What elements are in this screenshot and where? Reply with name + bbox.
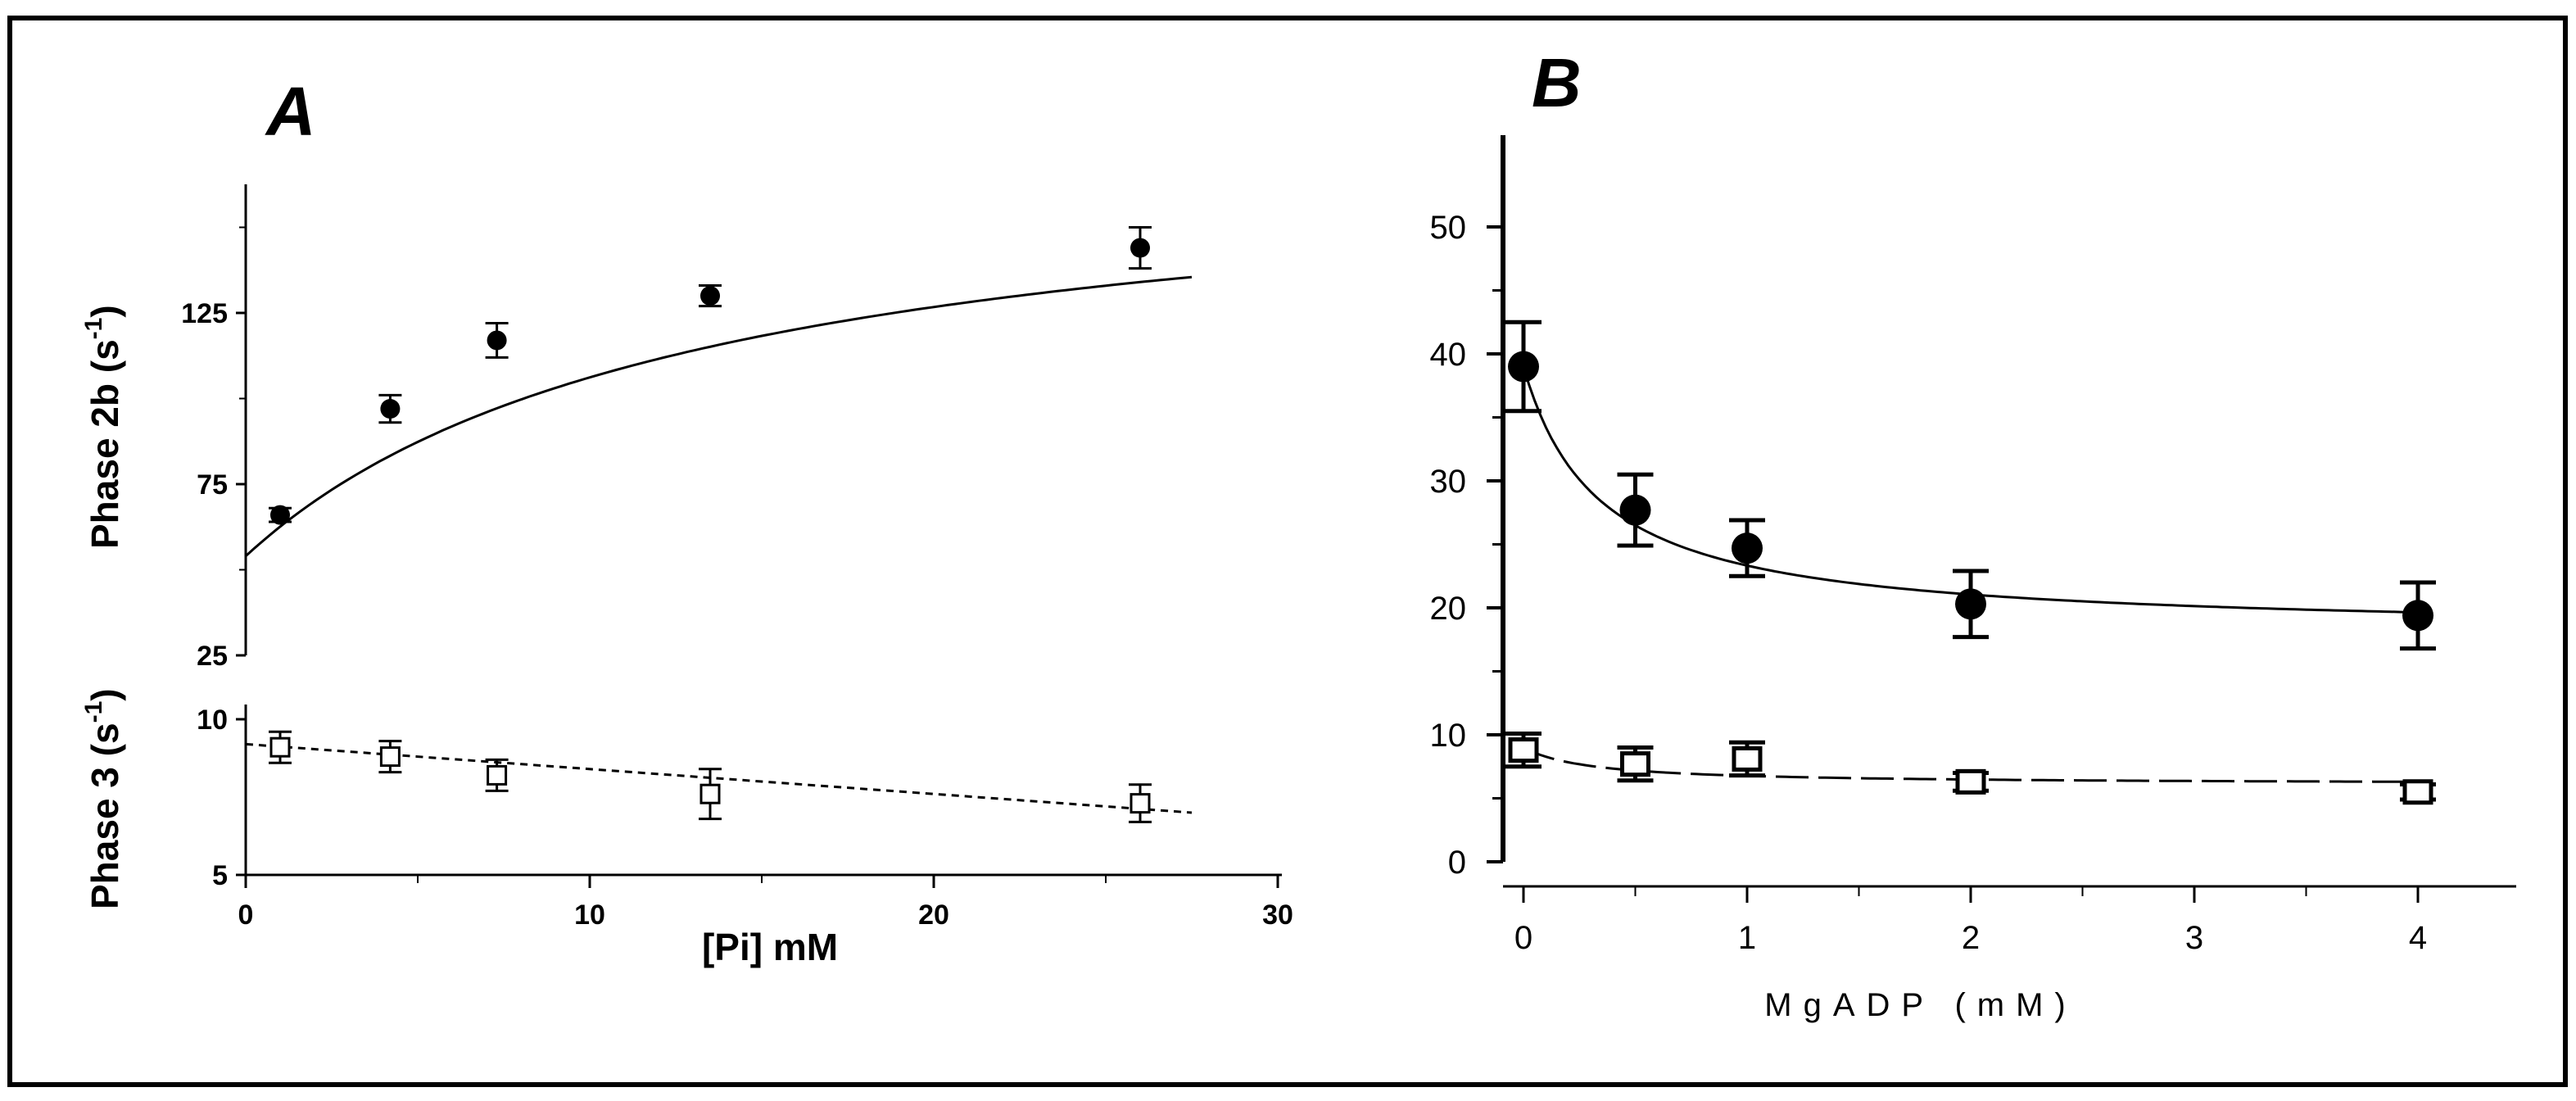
panel-a-x-tick-label: 20 bbox=[918, 899, 949, 931]
panel-a-top-ylabel-end: ) bbox=[84, 305, 126, 317]
panel-b-x-tick-label: 1 bbox=[1738, 920, 1756, 956]
open-squares-point bbox=[2402, 779, 2433, 805]
panel-a-x-tick-label: 30 bbox=[1262, 899, 1293, 931]
phase-2b-point bbox=[270, 505, 290, 525]
panel-b-y-tick-label: 50 bbox=[1430, 210, 1467, 246]
open-squares-point bbox=[1620, 751, 1650, 777]
panel-a-top-y-tick-label: 25 bbox=[197, 641, 228, 672]
panel-b-x-tick-label: 0 bbox=[1514, 920, 1532, 956]
panel-a-bottom-ylabel: Phase 3 (s-1) bbox=[80, 688, 126, 909]
panel-a-top-y-tick-label: 75 bbox=[197, 469, 228, 501]
filled-circles-point bbox=[1619, 494, 1651, 526]
phase-3-point bbox=[1130, 793, 1151, 814]
panel-label-a: A bbox=[265, 73, 316, 150]
filled-circles-point bbox=[1955, 588, 1986, 620]
open-squares-point bbox=[1732, 745, 1763, 772]
phase-2b-point bbox=[380, 399, 401, 419]
phase-3-point bbox=[487, 764, 508, 786]
panel-b-y-tick-label: 30 bbox=[1430, 464, 1467, 500]
panel-a-bottom-y-tick-label: 5 bbox=[212, 860, 228, 891]
panel-a-x-tick-label: 0 bbox=[238, 899, 254, 931]
panel-a-bottom-y-tick-label: 10 bbox=[197, 705, 228, 736]
phase-3-fit-line bbox=[245, 742, 1193, 814]
panel-a-x-ticks: 0 10 20 30 bbox=[238, 875, 1293, 931]
filled-circles-point bbox=[2402, 600, 2433, 632]
panel-b-chart: 0 10 20 30 40 50 0 1 2 3 4 MgADP (mM) bbox=[1430, 135, 2516, 1023]
panel-b-x-tick-label: 2 bbox=[1962, 920, 1980, 956]
open-squares-point bbox=[1955, 768, 1986, 795]
panel-a-top-ylabel: Phase 2b (s-1) bbox=[80, 305, 126, 549]
panel-b-y-tick-label: 10 bbox=[1430, 718, 1467, 754]
panel-a-top-ylabel-sup: -1 bbox=[80, 318, 107, 340]
panel-a-bottom-ylabel-sup: -1 bbox=[80, 701, 107, 723]
panel-b-x-tick-label: 4 bbox=[2409, 920, 2427, 956]
panel-a-top-y-tick-label: 125 bbox=[181, 298, 228, 329]
panel-b-x-tick-label: 3 bbox=[2185, 920, 2203, 956]
panel-b-ticks: 0 10 20 30 40 50 0 1 2 3 4 bbox=[1430, 210, 2428, 956]
panel-b-y-tick-label: 40 bbox=[1430, 337, 1467, 373]
panel-b-marks bbox=[1505, 319, 2436, 805]
phase-2b-fit-line bbox=[244, 275, 1193, 557]
phase-2b-point bbox=[1130, 238, 1150, 258]
panel-label-b: B bbox=[1532, 44, 1582, 121]
panel-a-top-marks: 25 75 125 bbox=[181, 226, 1193, 672]
panel-b-y-tick-label: 0 bbox=[1448, 845, 1466, 881]
panel-a-x-tick-label: 10 bbox=[574, 899, 605, 931]
panel-a-bottom-ylabel-end: ) bbox=[84, 688, 126, 700]
phase-3-point bbox=[269, 736, 291, 758]
panel-b-xlabel: MgADP (mM) bbox=[1764, 987, 2076, 1023]
open-squares-point bbox=[1508, 737, 1539, 763]
panel-b-y-tick-label: 20 bbox=[1430, 591, 1467, 627]
filled-circles-point bbox=[1508, 351, 1539, 383]
figure-border bbox=[7, 16, 2568, 1087]
phase-3-point bbox=[379, 746, 401, 768]
phase-2b-point bbox=[487, 330, 507, 351]
filled-circles-point bbox=[1732, 532, 1763, 564]
phase-3-point bbox=[699, 783, 721, 804]
panel-a-bottom-marks: 5 10 bbox=[197, 705, 1193, 891]
panel-a-xlabel: [Pi] mM bbox=[702, 926, 838, 968]
panel-a-top-ylabel-main: Phase 2b (s bbox=[84, 339, 126, 549]
panel-a-bottom-ylabel-main: Phase 3 (s bbox=[84, 723, 126, 909]
phase-2b-point bbox=[700, 286, 720, 306]
